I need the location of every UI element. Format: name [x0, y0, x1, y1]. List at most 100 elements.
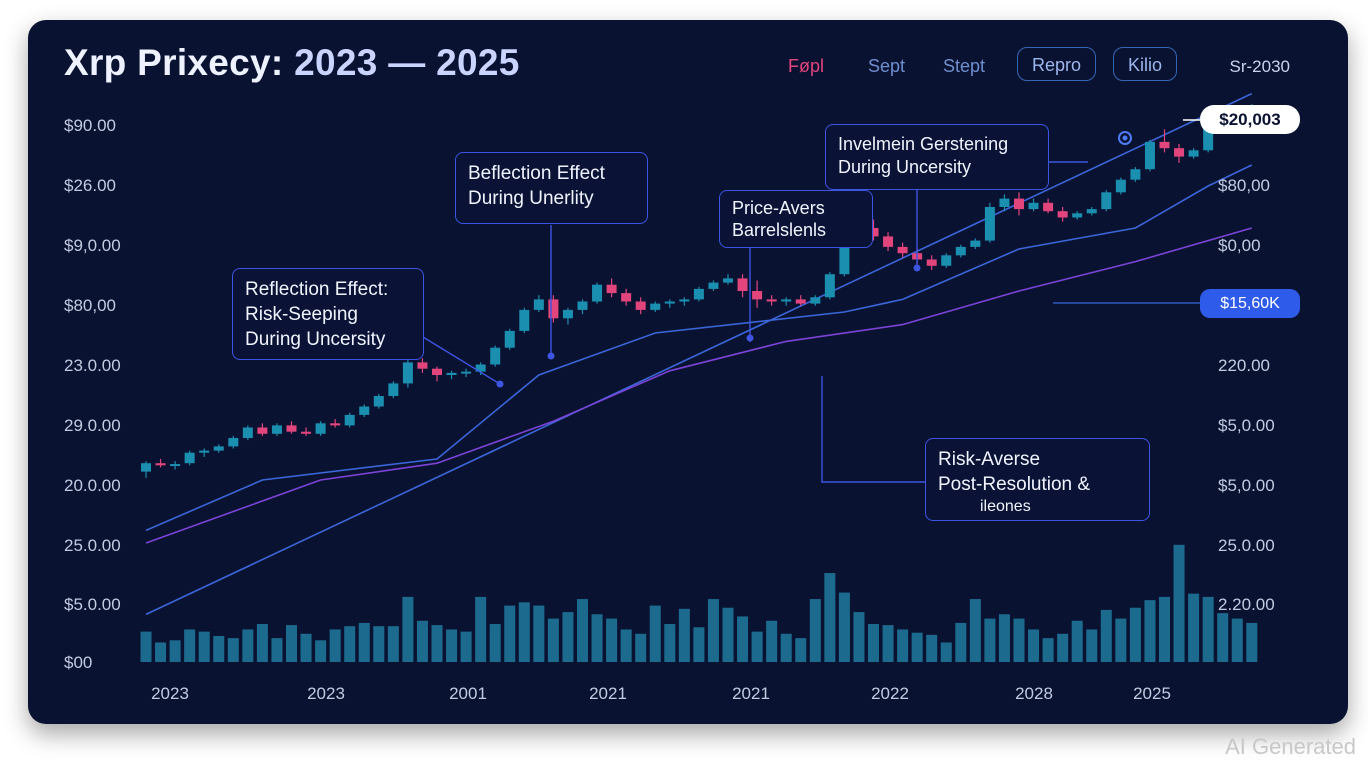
- volume-bar: [707, 599, 719, 662]
- volume-bar: [402, 596, 414, 662]
- annotation-line: Barrelslenls: [732, 220, 827, 240]
- candle-body: [388, 383, 399, 396]
- volume-bar: [373, 626, 385, 662]
- candle-body: [752, 291, 763, 300]
- volume-bar: [547, 618, 559, 662]
- candle-body: [461, 371, 472, 374]
- trend-line-moving-average: [145, 164, 1253, 532]
- volume-bar: [489, 624, 501, 662]
- candle-body: [1028, 202, 1039, 210]
- y-left-tick: $9,0.00: [64, 236, 121, 255]
- volume-bar: [1202, 596, 1214, 662]
- tab-sept[interactable]: Sept: [868, 56, 906, 76]
- volume-bar: [1042, 638, 1054, 662]
- x-tick: 2021: [732, 684, 770, 703]
- candle-body: [708, 282, 719, 289]
- y-right-tick: $80,00: [1218, 176, 1270, 195]
- candle-body: [810, 297, 821, 304]
- candle-body: [592, 284, 603, 302]
- y-left-tick: $80,00: [64, 296, 116, 315]
- title-main: Xrp Prixecy:: [64, 42, 295, 83]
- kilio-button[interactable]: Kilio: [1113, 47, 1178, 81]
- volume-bar: [1144, 600, 1156, 662]
- candle-body: [883, 236, 894, 247]
- candle-body: [373, 396, 384, 407]
- volume-bar: [271, 638, 283, 662]
- candle-body: [577, 301, 588, 310]
- candle-body: [446, 372, 457, 375]
- y-left-tick: $00: [64, 653, 93, 672]
- x-tick: 2021: [589, 684, 627, 703]
- candle-body: [999, 198, 1010, 207]
- volume-bar: [606, 618, 618, 662]
- volume-bar: [140, 631, 152, 662]
- x-tick: 2001: [449, 684, 487, 703]
- annotation-sub-line: ilеones: [980, 498, 1031, 515]
- candle-body: [199, 450, 210, 453]
- candle-body: [257, 427, 268, 434]
- y-right-tick: 220.00: [1218, 356, 1270, 375]
- volume-bar: [1013, 618, 1025, 662]
- y-left-tick: 25.0.00: [64, 536, 121, 555]
- repro-button[interactable]: Repro: [1017, 47, 1097, 81]
- volume-bar: [155, 642, 167, 662]
- candle-body: [562, 309, 573, 319]
- candle-body: [519, 309, 530, 331]
- volume-bar: [1028, 629, 1040, 662]
- x-tick: 2022: [871, 684, 909, 703]
- candle-body: [184, 452, 195, 464]
- volume-bar: [911, 632, 923, 662]
- volume-bar: [460, 631, 472, 662]
- candle-body: [723, 278, 733, 283]
- volume-bar: [940, 642, 952, 662]
- candle-body: [504, 330, 515, 348]
- candle-body: [432, 368, 442, 375]
- candle-body: [955, 246, 966, 256]
- candle-body: [242, 427, 253, 438]
- annotation-line: During Unerlity: [468, 188, 594, 209]
- volume-bar: [533, 605, 545, 662]
- candle-body: [766, 299, 777, 302]
- volume-bar: [446, 629, 458, 662]
- annotation-line: Risk-Averse: [938, 449, 1041, 470]
- volume-bar: [897, 629, 909, 662]
- volume-bar: [518, 602, 530, 662]
- candle-body: [1174, 148, 1185, 157]
- candle-body: [344, 414, 355, 426]
- volume-bar: [562, 612, 574, 662]
- candle-body: [402, 362, 413, 384]
- candle-body: [1130, 169, 1141, 180]
- annotation-line: During Uncersity: [245, 329, 386, 350]
- volume-bar: [475, 596, 487, 662]
- x-tick: 2028: [1015, 684, 1053, 703]
- trend-line-long-trend: [145, 227, 1253, 544]
- candle-body: [548, 299, 559, 319]
- candle-body: [475, 364, 486, 372]
- volume-bar: [227, 638, 239, 662]
- volume-bar: [998, 614, 1010, 662]
- y-right-tick: $0,00: [1218, 236, 1261, 255]
- y-left-tick: $90.00: [64, 116, 116, 135]
- annotation-line: Beflection Effect: [468, 163, 605, 184]
- tab-fopl[interactable]: Føpl: [788, 56, 824, 76]
- volume-bar: [504, 605, 516, 662]
- candle-body: [141, 463, 151, 472]
- date-label: Sr-2030: [1229, 57, 1290, 76]
- y-left-tick: 20.0.00: [64, 476, 121, 495]
- candle-body: [781, 299, 792, 302]
- volume-bar: [926, 634, 938, 662]
- candle-body: [271, 425, 282, 434]
- tab-stept[interactable]: Stept: [943, 56, 986, 76]
- volume-bar: [1217, 613, 1229, 662]
- volume-bar: [955, 622, 967, 662]
- volume-bar: [1159, 596, 1170, 662]
- volume-bar: [693, 627, 705, 662]
- candle-body: [621, 293, 632, 302]
- y-left-tick: $26.00: [64, 176, 116, 195]
- volume-bar: [1129, 607, 1141, 662]
- current-price-badge: $20,003: [1200, 105, 1300, 134]
- candle-body: [170, 464, 181, 467]
- volume-bar: [315, 640, 327, 662]
- y-right-tick: 25.0.00: [1218, 536, 1275, 555]
- annotation-dot: [746, 334, 754, 342]
